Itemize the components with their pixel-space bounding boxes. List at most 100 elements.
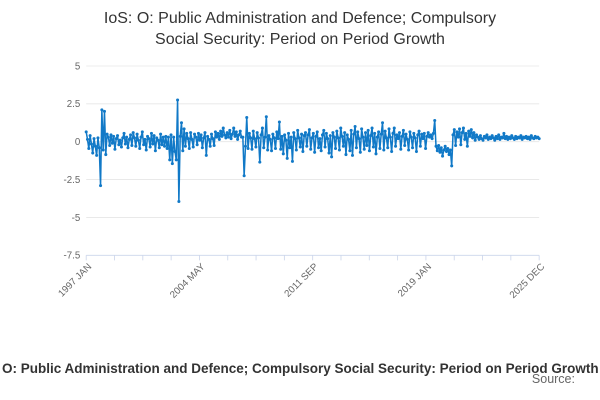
data-point[interactable] [390,150,394,154]
data-point[interactable] [401,128,405,132]
data-point[interactable] [147,137,151,141]
data-point[interactable] [411,146,415,150]
data-point[interactable] [495,137,499,141]
data-point[interactable] [403,143,407,148]
data-point[interactable] [164,134,168,138]
data-point[interactable] [467,129,471,133]
data-point[interactable] [166,135,170,139]
data-point[interactable] [490,134,494,138]
data-point[interactable] [289,135,293,139]
data-point[interactable] [417,129,421,133]
data-point[interactable] [182,127,186,131]
data-point[interactable] [117,143,121,147]
data-point[interactable] [209,132,214,136]
data-point[interactable] [287,131,291,135]
data-point[interactable] [230,132,234,136]
data-point[interactable] [460,131,464,135]
data-point[interactable] [293,137,297,141]
data-point[interactable] [155,136,159,140]
data-point[interactable] [317,146,321,150]
data-point[interactable] [162,144,167,148]
data-point[interactable] [114,137,118,141]
data-point[interactable] [151,142,155,146]
data-point[interactable] [206,134,210,138]
data-point[interactable] [391,131,395,135]
data-point[interactable] [528,137,532,141]
data-point[interactable] [366,128,370,132]
data-point[interactable] [384,136,388,140]
data-point[interactable] [510,134,514,138]
data-point[interactable] [277,120,281,124]
data-point[interactable] [159,132,163,136]
data-point[interactable] [409,135,413,139]
data-point[interactable] [486,137,490,141]
data-point[interactable] [343,131,347,135]
data-point[interactable] [187,146,191,151]
data-point[interactable] [332,135,336,139]
data-point[interactable] [463,137,467,141]
data-point[interactable] [404,132,408,136]
data-point[interactable] [491,136,495,140]
data-point[interactable] [88,134,92,138]
data-point[interactable] [421,137,425,141]
data-point[interactable] [272,136,276,140]
data-point[interactable] [216,131,220,135]
data-point[interactable] [360,127,364,131]
data-point[interactable] [108,143,112,148]
data-point[interactable] [226,135,231,139]
data-point[interactable] [118,138,122,142]
data-point[interactable] [211,137,215,141]
data-point[interactable] [255,131,259,135]
data-point[interactable] [383,129,387,133]
data-point[interactable] [397,131,402,135]
data-point[interactable] [121,136,125,140]
data-point[interactable] [139,135,143,139]
data-point[interactable] [122,131,126,135]
data-point[interactable] [279,147,283,151]
data-point[interactable] [280,134,284,138]
data-point[interactable] [520,137,524,141]
data-point[interactable] [422,131,426,135]
data-point[interactable] [281,152,285,156]
data-point[interactable] [174,158,178,162]
data-point[interactable] [202,136,206,140]
data-point[interactable] [140,130,144,134]
data-point[interactable] [292,131,296,135]
data-point[interactable] [290,159,294,163]
data-point[interactable] [311,131,315,135]
data-point[interactable] [195,143,199,147]
data-point[interactable] [341,144,345,148]
data-point[interactable] [362,147,366,151]
data-point[interactable] [237,133,241,137]
data-point[interactable] [198,138,202,142]
data-point[interactable] [208,144,212,148]
data-point[interactable] [284,138,288,142]
data-point[interactable] [93,144,97,148]
data-point[interactable] [262,146,266,150]
data-point[interactable] [87,146,91,151]
data-point[interactable] [494,134,498,138]
data-point[interactable] [481,138,485,142]
data-point[interactable] [220,134,224,138]
data-point[interactable] [242,174,246,178]
data-point[interactable] [85,137,90,141]
data-point[interactable] [213,130,217,134]
data-point[interactable] [229,137,233,141]
data-point[interactable] [271,132,275,136]
data-point[interactable] [225,131,229,135]
data-point[interactable] [378,146,382,151]
data-point[interactable] [203,131,207,135]
data-point[interactable] [425,134,429,138]
data-point[interactable] [501,136,505,140]
data-point[interactable] [126,146,130,150]
data-point[interactable] [161,135,165,139]
data-point[interactable] [418,144,422,148]
data-point[interactable] [219,129,223,133]
data-point[interactable] [125,135,129,139]
data-point[interactable] [266,148,270,152]
data-point[interactable] [464,131,468,135]
data-point[interactable] [502,131,506,135]
data-point[interactable] [498,137,502,141]
data-point[interactable] [413,136,417,140]
